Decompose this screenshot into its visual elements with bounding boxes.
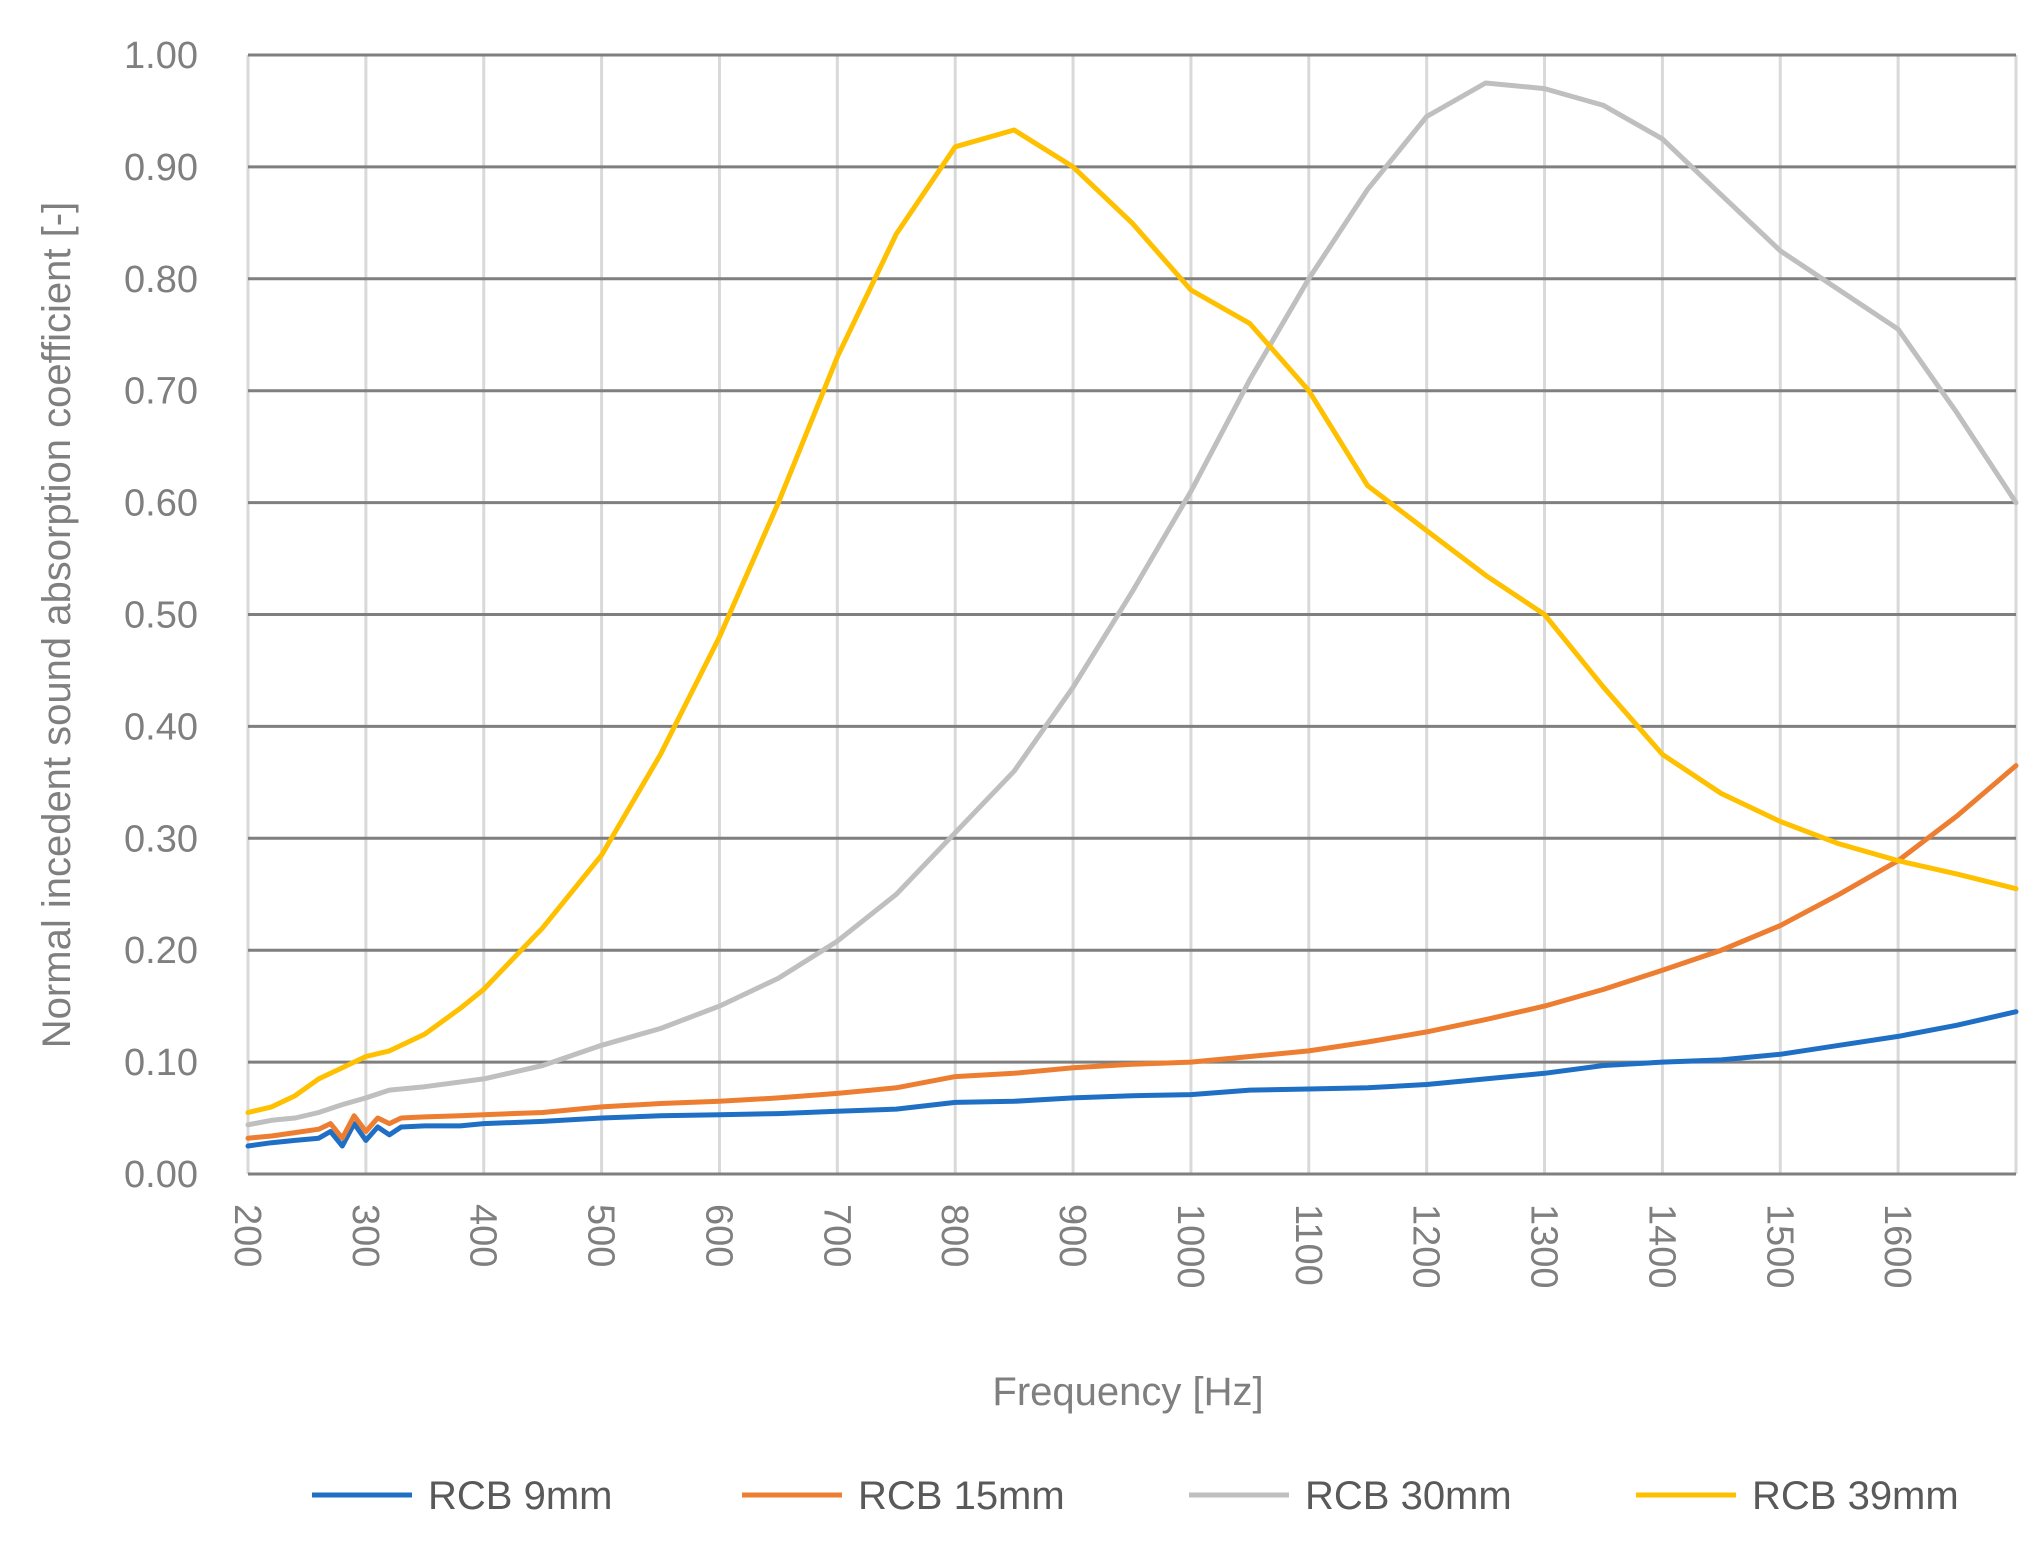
legend-label: RCB 30mm	[1305, 1474, 1512, 1518]
series-line-3	[245, 80, 2019, 1128]
x-tick-label: 200	[226, 1204, 268, 1267]
legend-label: RCB 15mm	[858, 1474, 1065, 1518]
y-tick-label: 1.00	[124, 35, 198, 77]
y-tick-label: 0.10	[124, 1042, 198, 1084]
y-tick-label: 0.40	[124, 706, 198, 748]
y-tick-label: 0.30	[124, 818, 198, 860]
y-tick-label: 0.70	[124, 371, 198, 413]
x-axis-ticks: 200 300 400 500 600 700 800 900 1000 1100 1200 1300…	[226, 1204, 1918, 1289]
series-line-2	[245, 763, 2019, 1141]
x-tick-label: 800	[933, 1204, 975, 1267]
x-tick-label: 1600	[1876, 1204, 1918, 1289]
x-tick-label: 700	[815, 1204, 857, 1267]
series-line-4	[245, 127, 2019, 1115]
x-tick-label: 300	[344, 1204, 386, 1267]
series-lines	[245, 80, 2019, 1149]
series-line-1	[245, 1009, 2019, 1149]
x-tick-label: 1100	[1287, 1204, 1329, 1286]
x-tick-label: 1500	[1758, 1204, 1800, 1289]
x-tick-label: 1400	[1640, 1204, 1682, 1289]
y-tick-label: 0.80	[124, 259, 198, 301]
x-tick-label: 900	[1051, 1204, 1093, 1267]
x-tick-label: 1300	[1523, 1204, 1565, 1289]
legend-label: RCB 9mm	[428, 1474, 612, 1518]
x-tick-label: 600	[697, 1204, 739, 1267]
x-axis-title: Frequency [Hz]	[992, 1370, 1263, 1414]
legend-label: RCB 39mm	[1752, 1474, 1959, 1518]
y-axis-ticks: 0.00 0.10 0.20 0.30 0.40 0.50 0.60 0.70 0.80 0.90…	[124, 35, 198, 1196]
legend: RCB 9mm RCB 15mm RCB 30mm RCB 39mm	[312, 1474, 1959, 1518]
y-tick-label: 0.60	[124, 483, 198, 525]
x-tick-label: 1200	[1405, 1204, 1447, 1289]
x-tick-label: 400	[462, 1204, 504, 1267]
x-tick-label: 500	[580, 1204, 622, 1267]
y-tick-label: 0.50	[124, 595, 198, 637]
y-tick-label: 0.90	[124, 147, 198, 189]
y-axis-title: Normal incedent sound absorption coeffic…	[35, 202, 79, 1048]
x-tick-label: 1000	[1169, 1204, 1211, 1289]
y-tick-label: 0.00	[124, 1154, 198, 1196]
y-tick-label: 0.20	[124, 930, 198, 972]
